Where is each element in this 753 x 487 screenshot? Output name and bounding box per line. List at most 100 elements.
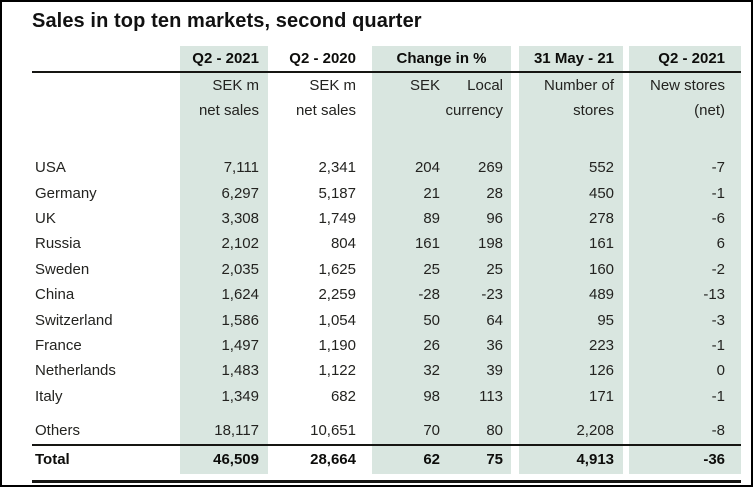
market-name: France (35, 336, 82, 354)
column-gap (629, 408, 742, 418)
column-gap (511, 409, 519, 418)
change-sek: 89 (372, 205, 445, 232)
sub-header-sek: SEK (372, 72, 445, 98)
q2-2021-net-sales: 1,624 (180, 281, 268, 308)
number-of-stores: 95 (519, 307, 624, 333)
new-stores-net: -1 (629, 180, 742, 206)
change-local-currency: 198 (445, 231, 512, 257)
q2-2021-net-sales: 1,349 (180, 383, 268, 409)
market-name: China (35, 286, 75, 304)
market-name: Switzerland (35, 311, 113, 329)
change-local-currency: 96 (445, 205, 512, 232)
number-of-stores: 450 (519, 180, 624, 206)
q2-2020-net-sales: 1,054 (318, 311, 356, 329)
column-gap (268, 409, 372, 418)
page-title: Sales in top ten markets, second quarter (32, 10, 422, 32)
new-stores-net: 0 (629, 358, 742, 384)
column-gap (629, 123, 742, 155)
column-gap (511, 180, 519, 205)
column-gap (511, 155, 519, 180)
q2-2021-net-sales: 2,035 (180, 256, 268, 282)
change-local-currency: 25 (445, 256, 512, 282)
new-stores-net: 6 (629, 231, 742, 257)
column-gap (511, 206, 519, 231)
sub-header-local: Local (445, 72, 512, 98)
column-gap (511, 98, 519, 123)
sub-header-currency: currency (445, 98, 512, 123)
q2-2020-net-sales-total: 28,664 (268, 443, 372, 474)
sub-header-net: (net) (629, 98, 742, 123)
new-stores-net: -1 (629, 332, 742, 359)
new-stores-net: -2 (629, 256, 742, 282)
change-local-currency: 64 (445, 307, 512, 333)
number-of-stores: 223 (519, 332, 624, 359)
q2-2021-net-sales: 2,102 (180, 231, 268, 257)
new-stores-net: -1 (629, 383, 742, 409)
sub-header-new-stores: New stores (629, 72, 742, 98)
table-row: Switzerland 1,586 1,054 50 64 95 -3 (32, 307, 742, 333)
q2-2020-net-sales: 2,259 (318, 286, 356, 304)
table-row: Netherlands 1,483 1,122 32 39 126 0 (32, 358, 742, 384)
sales-table: Q2 - 2021 Q2 - 2020 Change in % 31 May -… (32, 46, 742, 474)
sub-header-netsales-2021: net sales (180, 98, 268, 123)
column-gap (32, 123, 180, 155)
spacer-row (32, 408, 742, 418)
change-local-currency: 113 (445, 383, 512, 409)
q2-2020-net-sales: 10,651 (310, 422, 356, 440)
new-stores-net: -3 (629, 307, 742, 333)
table-row: Sweden 2,035 1,625 25 25 160 -2 (32, 256, 742, 282)
number-of-stores-total: 4,913 (519, 443, 624, 474)
total-row: Total 46,509 28,664 62 75 4,913 -36 (32, 443, 742, 474)
change-local-currency: 269 (445, 155, 512, 181)
total-label: Total (32, 443, 180, 474)
column-gap (511, 72, 519, 98)
column-gap (372, 98, 445, 123)
q2-2020-net-sales: 2,341 (318, 159, 356, 177)
sub-header-row-1: SEK m SEK m SEK Local Number of New stor… (32, 72, 742, 98)
number-of-stores: 278 (519, 205, 624, 232)
q2-2021-net-sales: 3,308 (180, 205, 268, 232)
table-row: China 1,624 2,259 -28 -23 489 -13 (32, 281, 742, 308)
column-gap (32, 98, 180, 123)
col-header-q2-2021: Q2 - 2021 (180, 46, 268, 73)
q2-2021-net-sales: 1,483 (180, 358, 268, 384)
column-gap (511, 384, 519, 409)
change-local-currency: 28 (445, 180, 512, 206)
table-row: USA 7,111 2,341 204 269 552 -7 (32, 155, 742, 181)
column-gap (372, 123, 445, 155)
column-gap (268, 123, 372, 155)
q2-2021-net-sales: 6,297 (180, 180, 268, 206)
q2-2021-net-sales: 18,117 (180, 417, 268, 445)
change-sek-total: 62 (372, 443, 445, 474)
table-row: Italy 1,349 682 98 113 171 -1 (32, 383, 742, 409)
column-gap (32, 409, 180, 418)
column-gap (32, 46, 180, 73)
table-bottom-rule (32, 480, 741, 483)
new-stores-net-total: -36 (629, 443, 742, 474)
market-name: Italy (35, 387, 63, 405)
change-sek: 50 (372, 307, 445, 333)
change-sek: 204 (372, 155, 445, 181)
column-header-row: Q2 - 2021 Q2 - 2020 Change in % 31 May -… (32, 46, 742, 73)
q2-2020-net-sales: 1,190 (318, 336, 356, 354)
number-of-stores: 126 (519, 358, 624, 384)
market-name: Sweden (35, 260, 90, 278)
col-header-q2-2021-new-stores: Q2 - 2021 (629, 46, 742, 73)
column-gap (519, 123, 624, 155)
number-of-stores: 552 (519, 155, 624, 181)
table-row: Germany 6,297 5,187 21 28 450 -1 (32, 180, 742, 206)
market-name: Others (35, 422, 81, 440)
q2-2021-net-sales-total: 46,509 (180, 443, 268, 474)
spacer-row (32, 123, 742, 155)
change-sek: 98 (372, 383, 445, 409)
number-of-stores: 160 (519, 256, 624, 282)
market-name: UK (35, 209, 56, 227)
change-local-currency: 39 (445, 358, 512, 384)
column-gap (511, 46, 520, 73)
change-sek: 161 (372, 231, 445, 257)
change-local-currency: 80 (445, 417, 512, 445)
change-sek: 25 (372, 256, 445, 282)
market-name: Russia (35, 235, 81, 253)
col-header-31-may-21: 31 May - 21 (519, 46, 624, 73)
